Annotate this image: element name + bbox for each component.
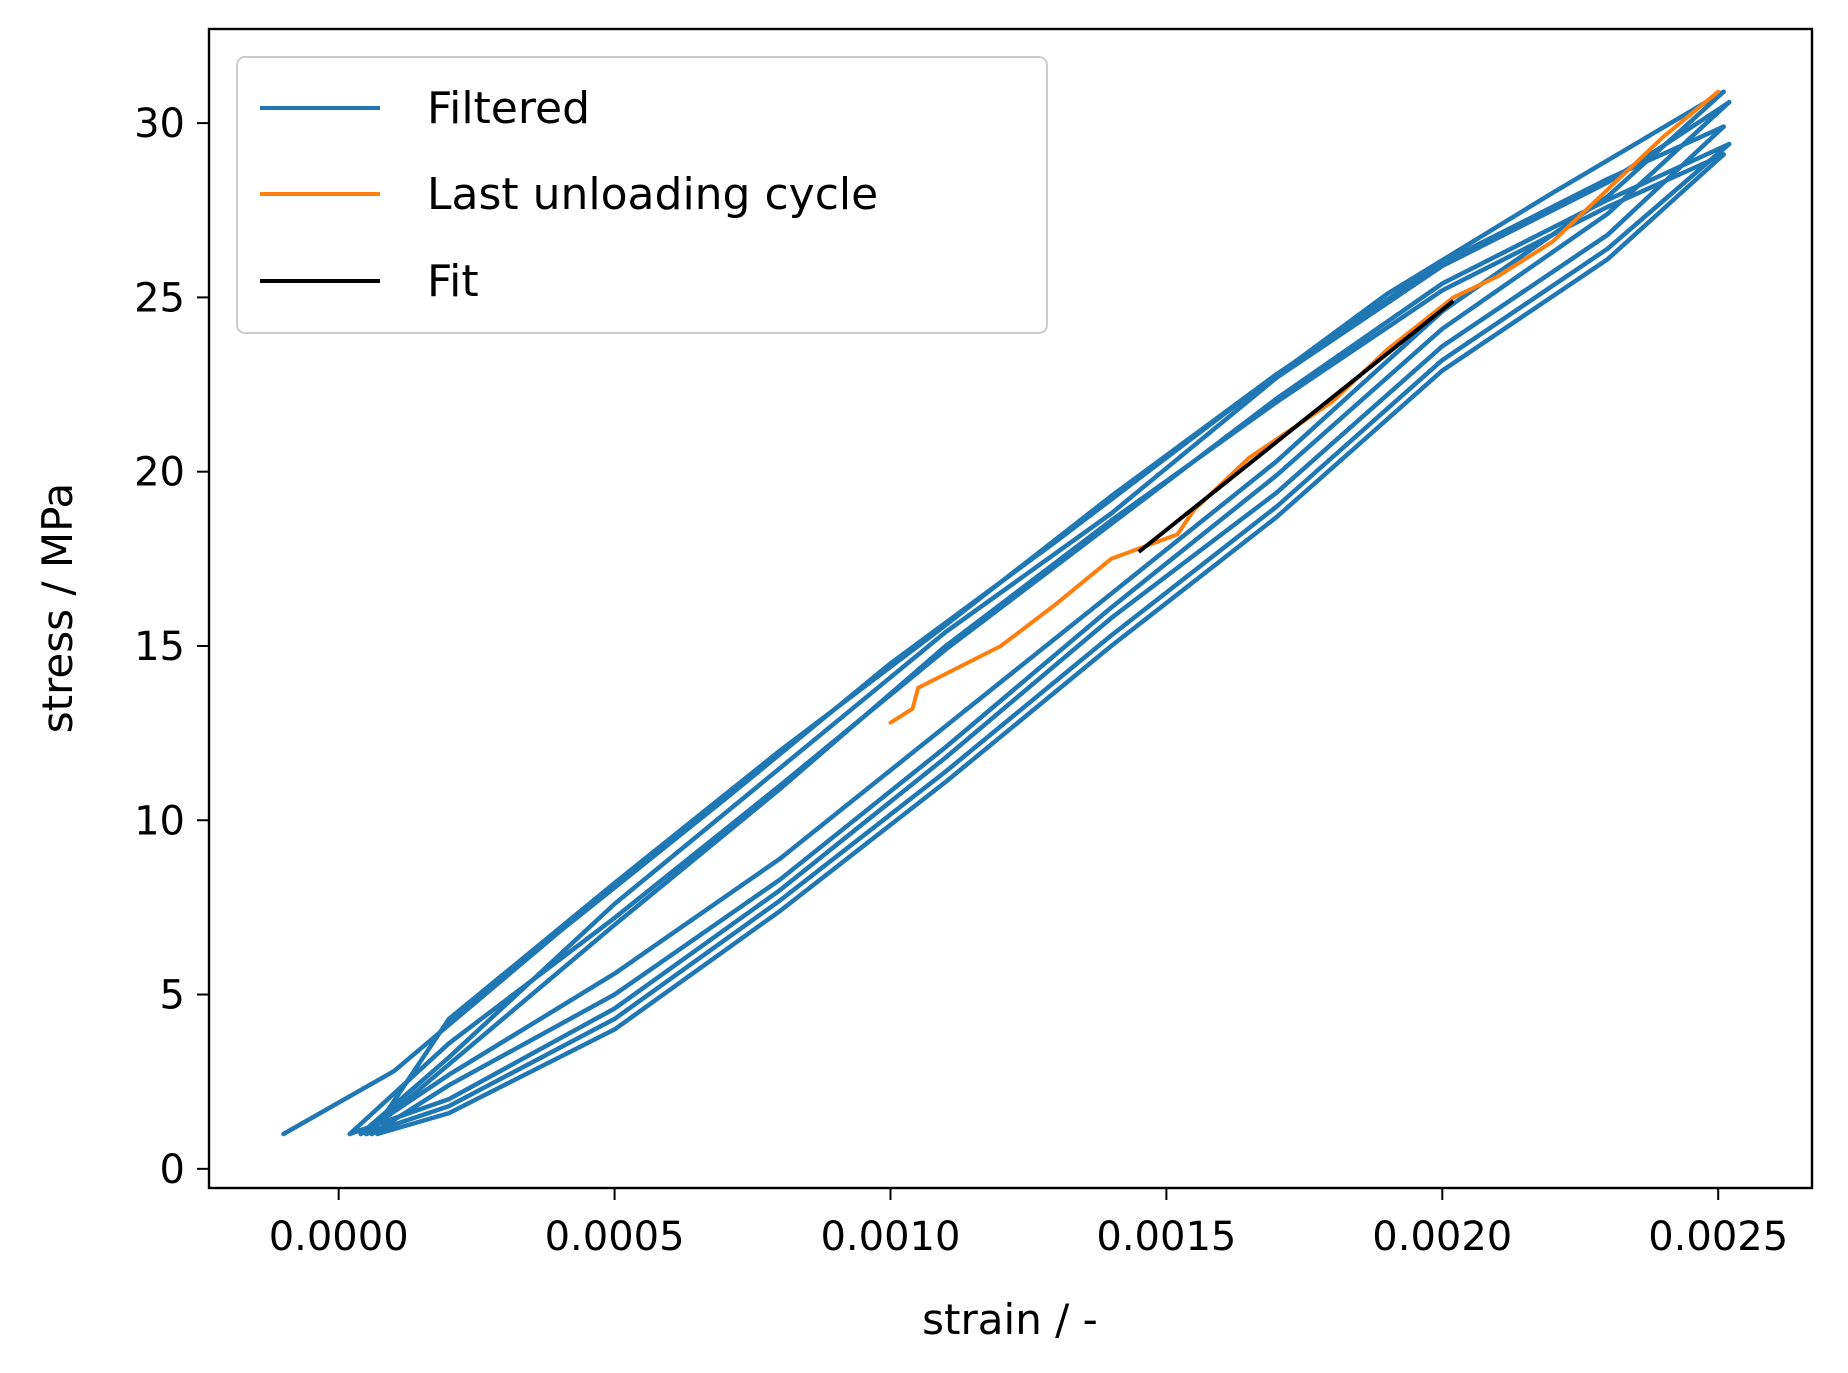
y-tick-label: 30 <box>134 101 185 147</box>
y-tick-label: 25 <box>134 275 185 321</box>
filtered-cycle-line-7 <box>347 141 1732 1137</box>
fit-line <box>1137 299 1455 554</box>
x-tick-label: 0.0025 <box>1648 1214 1788 1260</box>
legend-label-fit: Fit <box>427 256 479 307</box>
plot-lines <box>281 89 1732 1137</box>
filtered-cycle-line-8 <box>364 141 1732 1137</box>
plot-frame <box>207 27 1814 1190</box>
y-tick-label: 15 <box>134 624 185 670</box>
x-axis-ticks: 0.0000 0.0005 0.0010 0.0015 0.0020 0.0025 <box>269 1188 1788 1260</box>
filtered-cycle-line-5 <box>369 124 1726 1137</box>
legend: Filtered Last unloading cycle Fit <box>236 56 1048 334</box>
x-axis-label: strain / - <box>922 1295 1098 1344</box>
x-tick-label: 0.0020 <box>1372 1214 1512 1260</box>
filtered-cycle-line-2 <box>358 89 1726 1137</box>
y-tick-label: 5 <box>160 973 185 1019</box>
x-tick-label: 0.0010 <box>820 1214 960 1260</box>
y-tick-label: 20 <box>134 450 185 496</box>
y-tick-label: 0 <box>160 1147 185 1193</box>
legend-label-last-unloading-cycle: Last unloading cycle <box>427 169 878 220</box>
x-tick-label: 0.0015 <box>1096 1214 1236 1260</box>
filtered-cycle-line-9 <box>364 152 1726 1137</box>
legend-label-filtered: Filtered <box>427 83 590 134</box>
legend-box <box>236 56 1048 334</box>
y-tick-label: 10 <box>134 798 185 844</box>
y-axis-label: stress / MPa <box>33 483 82 734</box>
filtered-cycle-line-6 <box>347 124 1726 1137</box>
filtered-cycle-line-4 <box>369 99 1732 1137</box>
filtered-cycle-line-10 <box>375 152 1726 1137</box>
x-tick-label: 0.0000 <box>269 1214 409 1260</box>
x-tick-label: 0.0005 <box>545 1214 685 1260</box>
y-axis-ticks: 0 5 10 15 20 25 30 <box>134 101 209 1193</box>
